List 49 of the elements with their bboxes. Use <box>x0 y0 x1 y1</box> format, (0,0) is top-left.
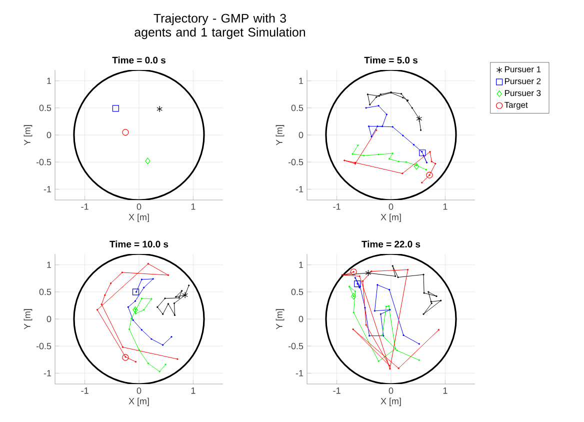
chart-title: Time = 5.0 s <box>364 56 418 64</box>
y-tick-label: -1 <box>296 370 304 376</box>
y-tick-label: 0.5 <box>291 104 304 112</box>
x-tick-label: 1 <box>191 388 196 394</box>
chart-title: Time = 10.0 s <box>110 240 168 248</box>
legend-label: Pursuer 3 <box>505 90 541 96</box>
y-tick-label: -0.5 <box>288 342 304 350</box>
y-tick-label: 0 <box>46 132 52 138</box>
y-tick-label: 1 <box>47 78 52 84</box>
x-axis-title: X [m] <box>380 398 401 406</box>
x-tick-label: -1 <box>333 204 340 210</box>
chart-title: Time = 22.0 s <box>362 240 420 248</box>
y-tick-label: 0 <box>298 132 304 138</box>
legend-label: Target <box>504 102 528 110</box>
legend-label: Pursuer 1 <box>505 66 541 72</box>
x-tick-label: 1 <box>443 204 448 210</box>
y-tick-label: -1 <box>44 186 52 192</box>
text: Trajectory - GMP with 3 agents and 1 target Simulation <box>134 14 305 40</box>
y-tick-label: 0.5 <box>39 104 52 112</box>
x-axis-title: X [m] <box>380 214 401 222</box>
y-tick-label: -0.5 <box>36 158 52 166</box>
y-tick-label: 1 <box>299 78 304 84</box>
y-axis-title: Y [m] <box>24 125 32 146</box>
y-tick-label: 0.5 <box>39 288 52 296</box>
y-tick-label: -1 <box>44 370 52 376</box>
y-tick-label: -0.5 <box>288 158 304 166</box>
chart-title: Time = 0.0 s <box>112 56 166 64</box>
y-tick-label: -0.5 <box>36 342 52 350</box>
y-tick-label: 1 <box>299 262 304 268</box>
y-tick-label: 0 <box>298 316 304 322</box>
x-tick-label: -1 <box>81 204 88 210</box>
x-axis-title: X [m] <box>128 214 149 222</box>
x-tick-label: 0 <box>136 204 142 210</box>
x-tick-label: -1 <box>81 388 88 394</box>
x-tick-label: 0 <box>388 388 394 394</box>
x-tick-label: 0 <box>136 388 142 394</box>
x-tick-label: 0 <box>388 204 394 210</box>
x-axis-title: X [m] <box>128 398 149 406</box>
x-tick-label: -1 <box>333 388 340 394</box>
x-tick-label: 1 <box>443 388 448 394</box>
y-axis-title: Y [m] <box>276 309 284 330</box>
y-axis-title: Y [m] <box>276 125 284 146</box>
y-axis-title: Y [m] <box>24 309 32 330</box>
y-tick-label: 1 <box>47 262 52 268</box>
legend-label: Pursuer 2 <box>505 78 541 84</box>
x-tick-label: 1 <box>191 204 196 210</box>
y-tick-label: -1 <box>296 186 304 192</box>
y-tick-label: 0.5 <box>291 288 304 296</box>
y-tick-label: 0 <box>46 316 52 322</box>
